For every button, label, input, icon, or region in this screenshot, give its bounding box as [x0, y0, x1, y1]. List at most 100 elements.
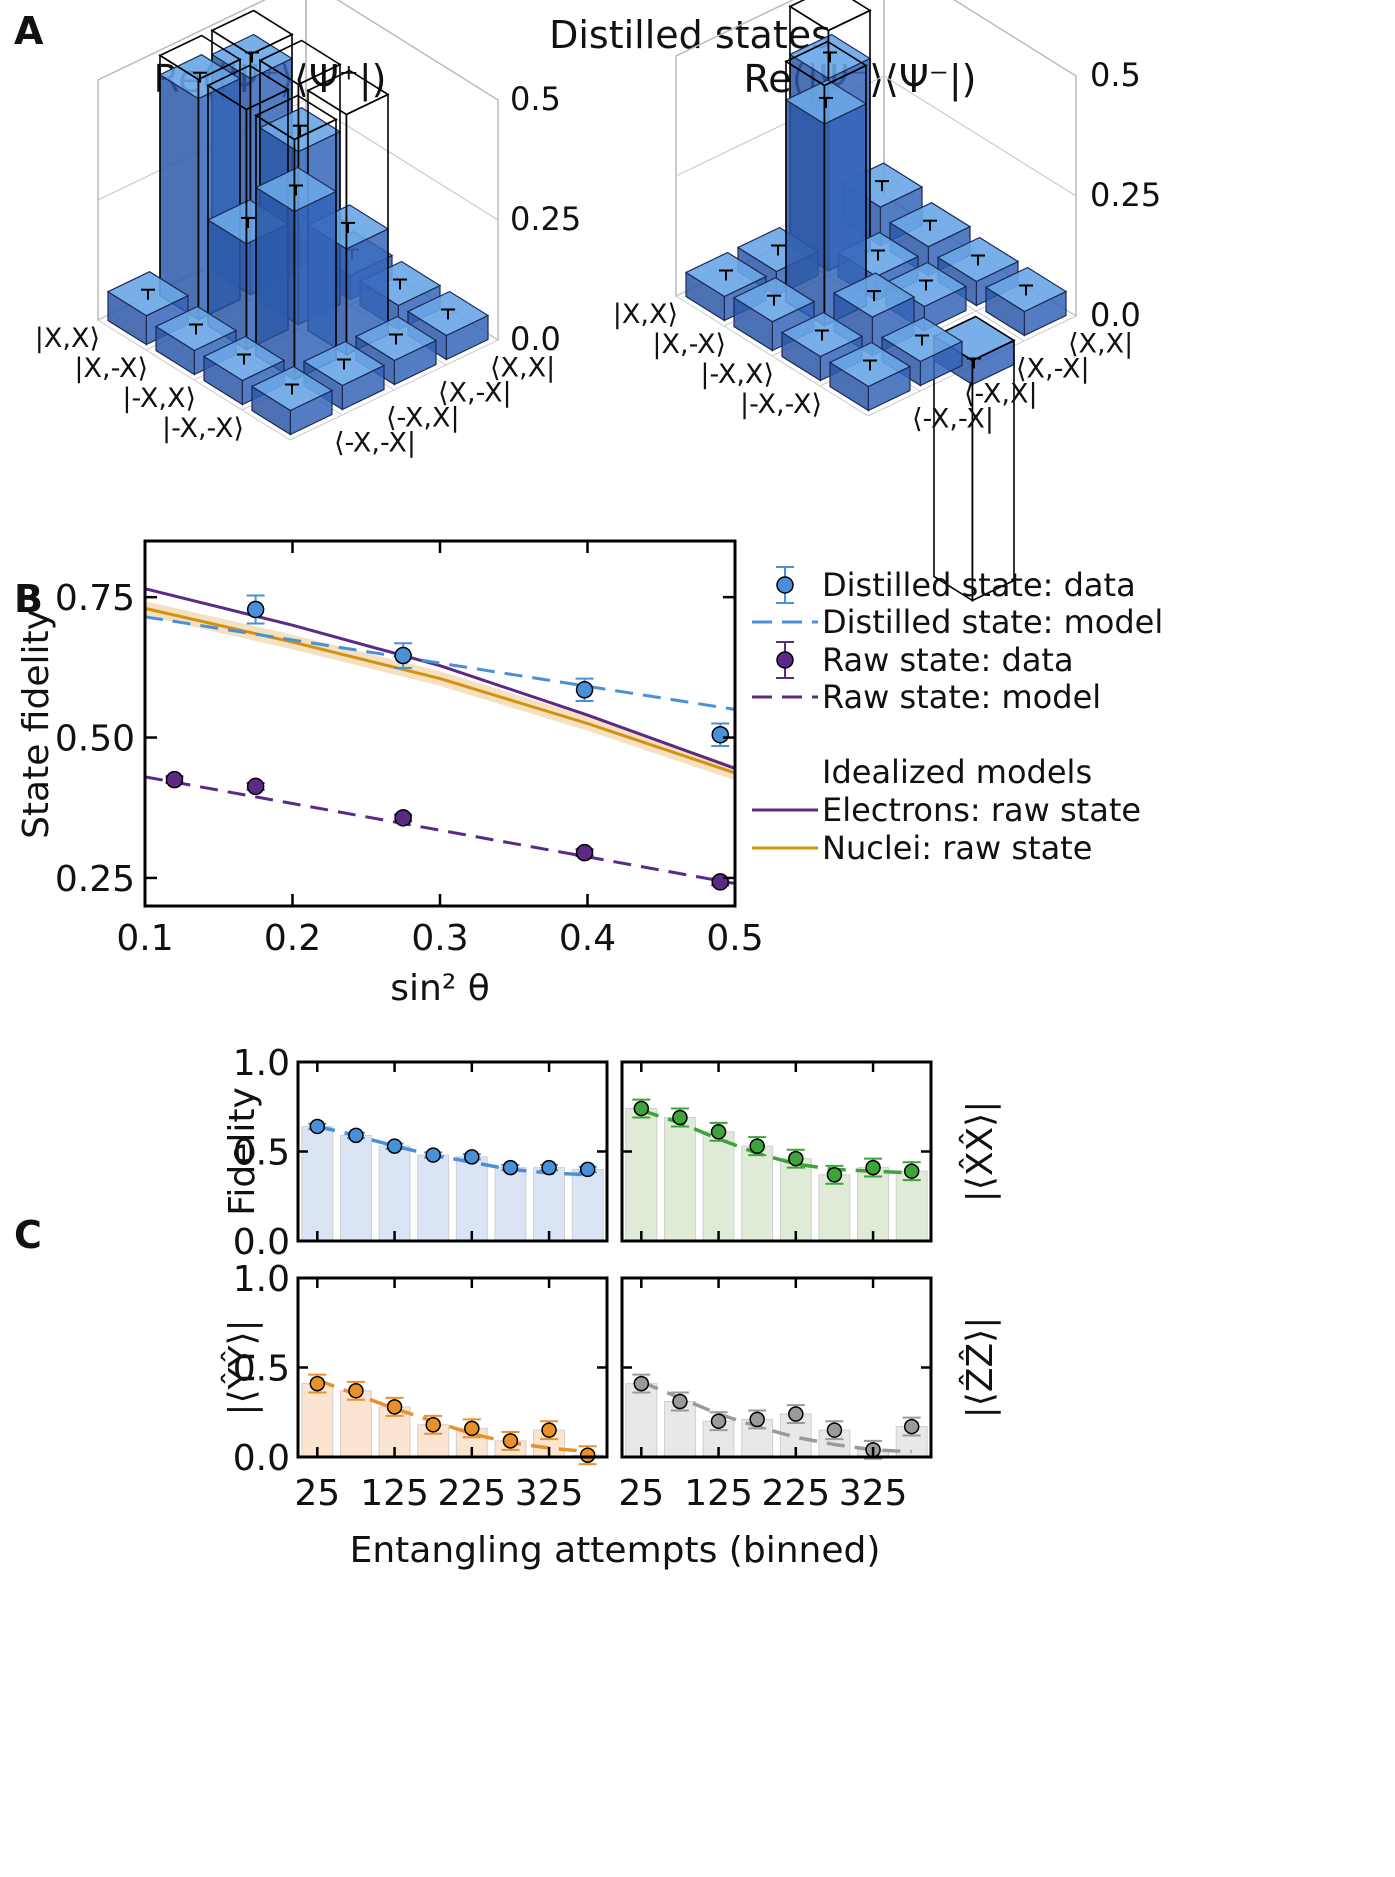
bar3d-cell: [784, 40, 868, 327]
bar: [779, 1158, 812, 1242]
x-tick-label: 0.4: [559, 918, 616, 959]
y-tick-label: 0.25: [55, 859, 135, 900]
data-point: [709, 1121, 728, 1142]
row-label: |X,X⟩: [613, 299, 678, 330]
bar: [741, 1418, 774, 1458]
x-tick-label: 325: [515, 1473, 584, 1514]
marker: [710, 1124, 727, 1140]
x-tick-label: 325: [839, 1473, 908, 1514]
legend-marker: [776, 651, 794, 669]
series-line-3: [144, 775, 736, 886]
bar: [625, 1108, 658, 1242]
x-tick-label: 0.1: [116, 918, 173, 959]
marker: [464, 1420, 480, 1437]
marker: [749, 1411, 765, 1428]
z-gridline: [675, 75, 1077, 197]
marker: [579, 1447, 596, 1463]
panel-a-suptitle: Distilled states: [549, 13, 831, 57]
data-point: [246, 777, 265, 796]
panel-letter-b: B: [14, 577, 43, 621]
x-axis-label: sin² θ: [390, 968, 489, 1009]
data-point: [165, 770, 184, 789]
ideal-bar-top: [158, 34, 242, 81]
data-point: [632, 1373, 651, 1394]
legend-label: Distilled state: data: [822, 566, 1136, 604]
bar: [663, 1116, 696, 1242]
x-tick-label: 125: [360, 1473, 429, 1514]
data-point: [385, 1396, 404, 1417]
marker: [394, 809, 412, 827]
data-point: [748, 1136, 767, 1157]
x-tick-label: 125: [684, 1473, 753, 1514]
y-tick-label: 1.0: [233, 1043, 290, 1084]
marker: [502, 1159, 519, 1176]
data-point: [748, 1409, 767, 1430]
legend-label: Nuclei: raw state: [822, 829, 1092, 867]
bar: [339, 1134, 372, 1242]
data-point: [501, 1430, 520, 1451]
data-point: [346, 1127, 365, 1144]
z-tick-label: 0.5: [510, 80, 561, 118]
series-line-1: [144, 615, 736, 711]
x-tick-label: 25: [618, 1473, 664, 1514]
row-label: |X,X⟩: [35, 323, 100, 354]
bar3d-cell: [888, 202, 972, 277]
bar3d-cell: [406, 290, 490, 361]
y-tick-label: 0.0: [233, 1438, 290, 1479]
subplot-label: |⟨ŶŶ⟩|: [220, 1319, 263, 1415]
subplot-label: |⟨X̂X̂⟩|: [958, 1101, 1001, 1203]
data-point: [308, 1118, 327, 1135]
bar: [533, 1167, 566, 1242]
data-point: [578, 1445, 597, 1466]
z-tick-label: 0.25: [510, 200, 581, 238]
marker: [826, 1167, 843, 1183]
x-tick-label: 0.2: [264, 918, 321, 959]
bar3d-cell: [832, 272, 916, 357]
y-tick-label: 0.50: [55, 719, 135, 760]
legend-label: Raw state: data: [822, 641, 1074, 679]
col-label: ⟨-X,-X|: [912, 404, 994, 435]
marker: [579, 1161, 596, 1178]
y-tick-label: 0.75: [55, 578, 135, 619]
data-point: [825, 1420, 844, 1441]
marker: [633, 1375, 650, 1392]
panel-b: 0.1 0.2 0.3 0.4 0.5 0.25 0.50 0.75 sin² θ State f…: [16, 539, 1163, 1009]
marker: [464, 1149, 480, 1165]
ideal-bar-top: [784, 40, 868, 87]
marker: [425, 1147, 441, 1163]
subplot-label: |⟨ẐẐ⟩|: [959, 1317, 1001, 1419]
marker: [502, 1433, 519, 1449]
ideal-bar-top: [206, 64, 290, 111]
bar: [494, 1167, 527, 1242]
marker: [633, 1100, 650, 1117]
model-line: [316, 1124, 588, 1177]
marker: [246, 777, 265, 796]
x-tick-label: 25: [294, 1473, 340, 1514]
series-line-4: [144, 587, 736, 770]
row-label: |X,-X⟩: [74, 353, 148, 384]
data-point: [346, 1380, 365, 1401]
marker: [348, 1383, 364, 1399]
marker: [541, 1422, 557, 1438]
z-tick-label: 0.0: [1090, 296, 1141, 334]
bar3d-cell: [828, 341, 912, 412]
subplot-label: Fidelity: [222, 1087, 263, 1216]
marker: [903, 1163, 920, 1179]
row-label: |-X,-X⟩: [740, 389, 822, 420]
z-tick-label: 0.5: [1090, 56, 1141, 94]
marker: [394, 646, 412, 665]
legend-label: Distilled state: model: [822, 603, 1163, 641]
col-label: ⟨X,-X|: [438, 378, 512, 409]
data-point: [902, 1416, 921, 1437]
data-point: [670, 1391, 689, 1412]
x-axis-label: Entangling attempts (binned): [350, 1530, 881, 1571]
ideal-bar-top: [210, 9, 294, 56]
data-point: [902, 1161, 921, 1182]
marker: [246, 600, 265, 619]
col-label: ⟨-X,X|: [964, 379, 1038, 410]
bar3d-cell: [984, 266, 1068, 337]
ideal-bar-top: [306, 69, 390, 116]
row-label: |X,-X⟩: [652, 329, 726, 360]
marker: [541, 1159, 557, 1176]
